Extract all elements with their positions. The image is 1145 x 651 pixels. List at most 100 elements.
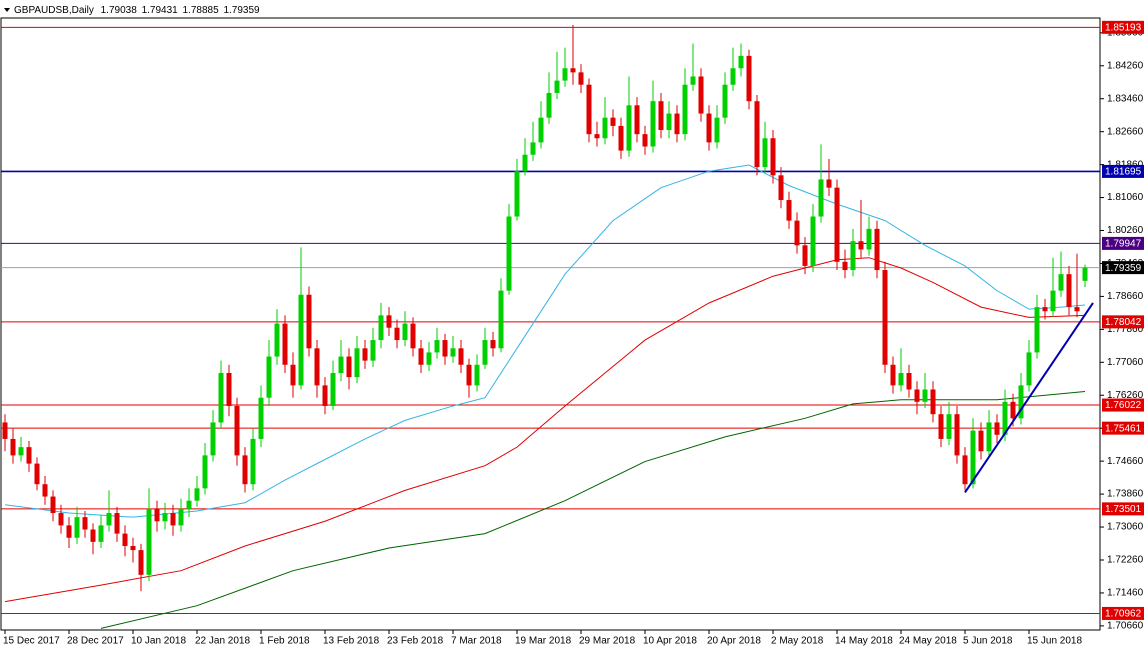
candle-body — [1026, 352, 1032, 386]
level-box — [1102, 502, 1144, 516]
candle-body — [1050, 290, 1056, 312]
candle-body — [114, 513, 120, 534]
candle-body — [194, 488, 200, 501]
x-tick-label: 2 May 2018 — [771, 636, 824, 647]
candle-body — [578, 72, 584, 85]
open: 1.79038 — [101, 5, 138, 16]
candle-body — [794, 220, 800, 246]
candle-body — [722, 84, 728, 118]
candle-body — [898, 373, 904, 386]
candle-body — [690, 76, 696, 85]
level-box — [1102, 315, 1144, 329]
y-tick-label: 1.76260 — [1107, 390, 1144, 401]
candle-body — [26, 447, 32, 464]
candle-body — [634, 105, 640, 135]
candle-body — [706, 113, 712, 143]
x-tick-label: 23 Feb 2018 — [387, 636, 444, 647]
candle-body — [754, 101, 760, 168]
y-tick-label: 1.70660 — [1107, 621, 1144, 632]
trendline — [964, 302, 1094, 494]
x-tick-label: 22 Jan 2018 — [195, 636, 250, 647]
candle-body — [938, 414, 944, 439]
candle-body — [986, 422, 992, 452]
x-tick-label: 28 Dec 2017 — [67, 636, 124, 647]
candle-body — [106, 513, 112, 526]
candle-body — [498, 290, 504, 349]
level-label: 1.85193 — [1105, 22, 1142, 33]
candle-body — [250, 438, 256, 485]
moving-average — [4, 164, 1086, 518]
candle-body — [698, 76, 704, 114]
candle-body — [666, 113, 672, 131]
candle-body — [738, 55, 744, 69]
y-tick-label: 1.73060 — [1107, 522, 1144, 533]
candle-body — [466, 364, 472, 386]
candle-body — [450, 348, 456, 357]
candle-body — [594, 134, 600, 139]
candle-body — [1066, 274, 1072, 308]
candle-body — [378, 315, 384, 341]
candle-body — [954, 414, 960, 456]
x-tick-label: 10 Jan 2018 — [131, 636, 186, 647]
candle-body — [842, 261, 848, 271]
candle-body — [506, 216, 512, 291]
level-label: 1.73501 — [1105, 504, 1142, 515]
candle-body — [586, 84, 592, 135]
y-tick-label: 1.81860 — [1107, 159, 1144, 170]
y-tick-label: 1.71460 — [1107, 588, 1144, 599]
high: 1.79431 — [142, 5, 179, 16]
level-box — [1102, 606, 1144, 620]
y-tick-label: 1.83460 — [1107, 93, 1144, 104]
x-tick-label: 15 Jun 2018 — [1027, 636, 1082, 647]
header: GBPAUDSB,Daily 1.79038 1.79431 1.78885 1… — [14, 5, 260, 16]
candle-body — [610, 117, 616, 126]
candle-body — [442, 340, 448, 357]
x-tick-label: 24 May 2018 — [899, 636, 957, 647]
candle-body — [714, 117, 720, 143]
close: 1.79359 — [223, 5, 260, 16]
y-tick-label: 1.84260 — [1107, 60, 1144, 71]
candle-body — [42, 484, 48, 497]
candle-body — [554, 80, 560, 93]
candle-body — [570, 68, 576, 73]
candle-body — [418, 348, 424, 365]
candle-body — [258, 397, 264, 439]
candle-body — [226, 373, 232, 406]
y-tick-label: 1.74660 — [1107, 456, 1144, 467]
level-label: 1.70962 — [1105, 609, 1142, 620]
candle-body — [202, 455, 208, 489]
menu-arrow[interactable] — [4, 8, 10, 12]
y-tick-label: 1.80260 — [1107, 225, 1144, 236]
level-box — [1102, 164, 1144, 178]
candle-body — [274, 323, 280, 357]
candle-body — [1010, 401, 1016, 419]
candle-body — [266, 356, 272, 398]
candle-body — [162, 513, 168, 522]
candle-body — [354, 348, 360, 378]
candle-body — [674, 113, 680, 135]
candle-body — [1002, 401, 1008, 435]
y-tick-label: 1.78660 — [1107, 291, 1144, 302]
candle-body — [138, 550, 144, 575]
candle-body — [490, 340, 496, 349]
candle-body — [874, 228, 880, 271]
candle-body — [562, 68, 568, 81]
candle-body — [962, 455, 968, 485]
candle-body — [74, 517, 80, 538]
candle-body — [410, 323, 416, 349]
x-tick-label: 5 Jun 2018 — [963, 636, 1013, 647]
symbol: GBPAUDSB,Daily — [14, 5, 94, 16]
candle-body — [970, 430, 976, 485]
candle-body — [330, 373, 336, 406]
bid-label: 1.79359 — [1105, 263, 1142, 274]
candle-body — [890, 364, 896, 386]
candle-body — [154, 508, 160, 522]
y-tick-label: 1.77060 — [1107, 357, 1144, 368]
candle-body — [10, 438, 16, 456]
x-tick-label: 1 Feb 2018 — [259, 636, 310, 647]
candle-body — [1082, 267, 1088, 281]
x-tick-label: 10 Apr 2018 — [643, 636, 697, 647]
candle-body — [426, 352, 432, 365]
